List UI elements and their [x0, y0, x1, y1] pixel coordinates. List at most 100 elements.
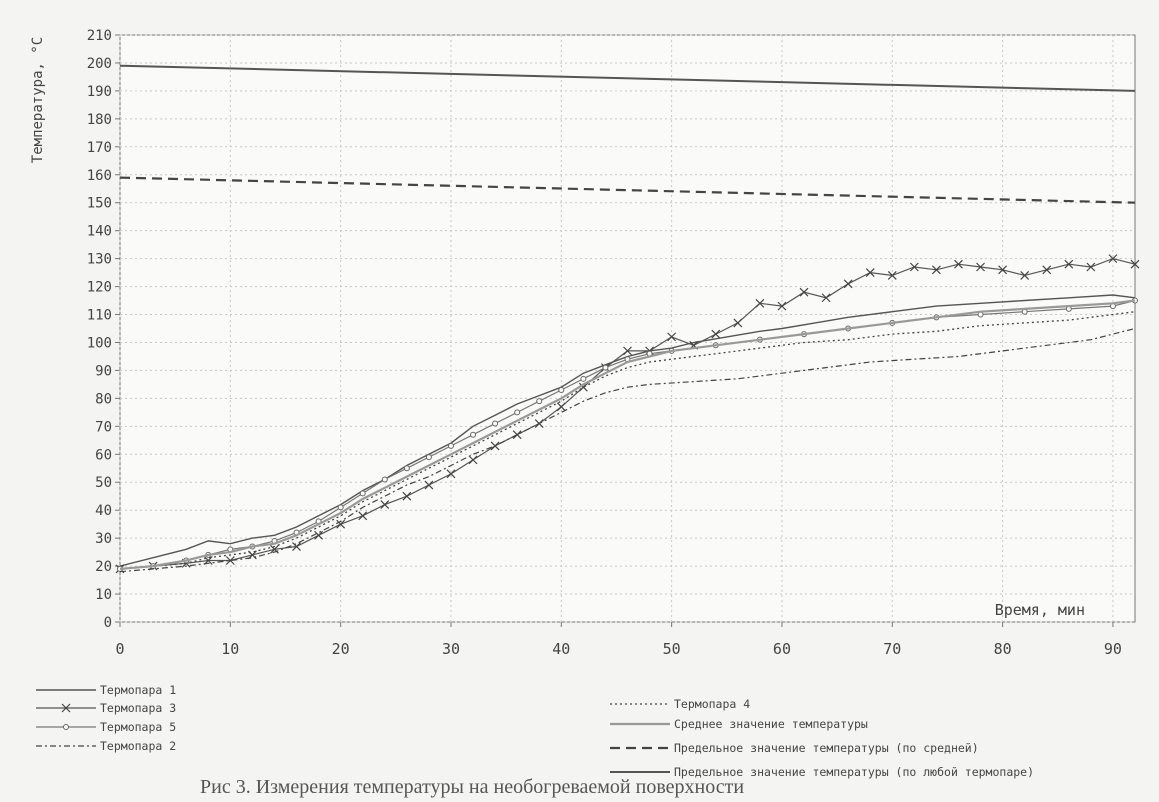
- series-line-7: [119, 176, 1136, 204]
- y-tick-label: 20: [95, 559, 112, 575]
- y-tick-label: 50: [95, 475, 112, 491]
- legend-label: Термопара 1: [100, 683, 176, 697]
- legend-label: Термопара 3: [100, 701, 176, 715]
- data-point-cross: [799, 287, 809, 297]
- y-tick-label: 30: [95, 531, 112, 547]
- series-line-4: [119, 327, 1136, 573]
- data-point-cross: [1064, 259, 1074, 269]
- data-point-cross: [270, 544, 279, 554]
- series-line-2: [119, 257, 1136, 570]
- y-tick-label: 190: [87, 84, 112, 100]
- data-point-cross: [314, 530, 324, 540]
- series-line-5: [119, 311, 1136, 570]
- data-point-cross: [1108, 254, 1118, 264]
- data-point-circle: [514, 409, 521, 416]
- data-point-cross: [578, 382, 588, 392]
- y-tick-label: 150: [87, 196, 112, 212]
- data-point-cross: [1130, 259, 1140, 269]
- x-tick-label: 0: [115, 640, 124, 658]
- legend-label: Предельное значение температуры (по сред…: [674, 741, 979, 755]
- x-tick-label: 70: [883, 640, 901, 658]
- legend-label: Термопара 4: [674, 697, 750, 711]
- data-point-cross: [821, 293, 831, 303]
- data-point-circle: [337, 504, 344, 511]
- series-line-8: [119, 64, 1136, 92]
- data-point-circle: [602, 364, 609, 371]
- data-point-cross: [556, 402, 566, 412]
- data-point-cross: [667, 332, 677, 342]
- data-point-circle: [425, 454, 432, 461]
- data-point-cross: [468, 455, 478, 465]
- x-tick-label: 60: [773, 640, 791, 658]
- series-line-1: [119, 294, 1136, 567]
- y-tick-label: 70: [95, 419, 112, 435]
- x-tick-label: 10: [221, 640, 239, 658]
- legend-label: Термопара 2: [100, 739, 176, 753]
- data-point-cross: [512, 430, 522, 440]
- data-point-cross: [446, 469, 456, 479]
- legend-marker-circle: [63, 724, 69, 730]
- y-axis-label: Температура, °С: [30, 37, 46, 163]
- x-axis-label: Время, мин: [995, 601, 1085, 619]
- data-point-circle: [359, 490, 366, 497]
- data-point-cross: [865, 268, 875, 278]
- x-tick-label: 30: [442, 640, 460, 658]
- data-point-circle: [470, 431, 477, 438]
- data-point-circle: [536, 398, 543, 405]
- y-tick-label: 210: [87, 28, 112, 44]
- data-point-circle: [492, 420, 499, 427]
- data-point-cross: [887, 270, 897, 280]
- data-point-cross: [931, 265, 941, 275]
- data-point-cross: [1086, 262, 1096, 272]
- data-point-circle: [580, 375, 587, 382]
- data-point-cross: [292, 542, 301, 551]
- data-point-cross: [336, 519, 346, 529]
- data-point-circle: [381, 476, 388, 483]
- y-tick-label: 80: [95, 391, 112, 407]
- data-point-cross: [380, 500, 390, 510]
- x-tick-label: 90: [1104, 640, 1122, 658]
- data-point-cross: [1042, 265, 1052, 275]
- y-tick-label: 90: [95, 363, 112, 379]
- legend-marker-cross: [61, 703, 71, 713]
- data-point-cross: [976, 262, 985, 272]
- data-point-cross: [755, 298, 765, 308]
- y-tick-label: 100: [87, 335, 112, 351]
- y-tick-label: 130: [87, 252, 112, 268]
- data-point-circle: [447, 442, 454, 449]
- data-point-cross: [843, 279, 853, 289]
- data-point-cross: [998, 265, 1008, 275]
- data-point-circle: [558, 386, 565, 393]
- y-tick-label: 110: [87, 308, 112, 324]
- y-tick-label: 10: [95, 587, 112, 603]
- y-tick-label: 170: [87, 140, 112, 156]
- data-point-cross: [402, 491, 412, 501]
- y-tick-label: 200: [87, 56, 112, 72]
- data-point-cross: [358, 511, 368, 521]
- data-point-cross: [711, 329, 721, 339]
- data-point-cross: [733, 318, 743, 328]
- plot-area: [119, 34, 1136, 623]
- x-tick-label: 20: [332, 640, 350, 658]
- figure-caption: Рис 3. Измерения температуры на необогре…: [200, 776, 745, 798]
- data-point-cross: [424, 480, 434, 490]
- y-tick-label: 60: [95, 447, 112, 463]
- series-line-6: [119, 299, 1136, 570]
- data-point-cross: [954, 259, 963, 269]
- data-point-cross: [1020, 270, 1030, 280]
- y-tick-label: 180: [87, 112, 112, 128]
- legend-label: Предельное значение температуры (по любо…: [674, 765, 1034, 779]
- data-point-cross: [777, 301, 787, 311]
- y-tick-label: 140: [87, 224, 112, 240]
- y-tick-label: 0: [104, 615, 112, 631]
- x-tick-label: 50: [663, 640, 681, 658]
- legend-label: Среднее значение температуры: [674, 717, 868, 731]
- data-point-cross: [225, 556, 235, 565]
- x-tick-label: 80: [994, 640, 1012, 658]
- data-point-cross: [909, 262, 919, 272]
- data-point-cross: [623, 346, 632, 356]
- data-point-circle: [403, 465, 410, 472]
- y-tick-label: 160: [87, 168, 112, 184]
